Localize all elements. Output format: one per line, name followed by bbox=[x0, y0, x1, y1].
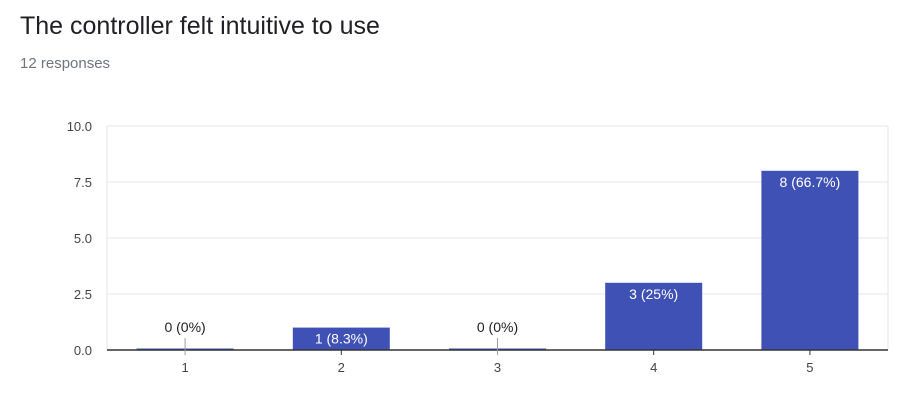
data-labels: 0 (0%) 1 (8.3%) 0 (0%) 3 (25%) 8 (66.7%) bbox=[164, 174, 840, 347]
data-label: 0 (0%) bbox=[477, 319, 518, 335]
y-tick-label: 2.5 bbox=[74, 287, 92, 302]
gridlines bbox=[106, 125, 889, 350]
y-tick-label: 10.0 bbox=[67, 119, 92, 134]
bars bbox=[136, 170, 859, 350]
bar bbox=[292, 327, 390, 350]
x-tick-label: 3 bbox=[494, 360, 501, 375]
x-tick-label: 2 bbox=[338, 360, 345, 375]
x-tick-label: 1 bbox=[181, 360, 188, 375]
y-tick-label: 0.0 bbox=[74, 343, 92, 358]
x-tick-label: 4 bbox=[650, 360, 657, 375]
y-tick-label: 7.5 bbox=[74, 175, 92, 190]
data-label: 3 (25%) bbox=[629, 286, 678, 302]
x-axis-ticks: 1 2 3 4 5 bbox=[181, 338, 814, 375]
data-label: 8 (66.7%) bbox=[780, 174, 841, 190]
data-label: 1 (8.3%) bbox=[315, 331, 368, 347]
response-count: 12 responses bbox=[20, 55, 111, 72]
bar bbox=[761, 170, 859, 350]
data-label: 0 (0%) bbox=[164, 319, 205, 335]
y-tick-label: 5.0 bbox=[74, 231, 92, 246]
y-axis-ticks: 0.0 2.5 5.0 7.5 10.0 bbox=[67, 119, 92, 358]
chart-title: The controller felt intuitive to use bbox=[20, 12, 380, 40]
x-tick-label: 5 bbox=[806, 360, 813, 375]
bar bbox=[605, 282, 703, 350]
